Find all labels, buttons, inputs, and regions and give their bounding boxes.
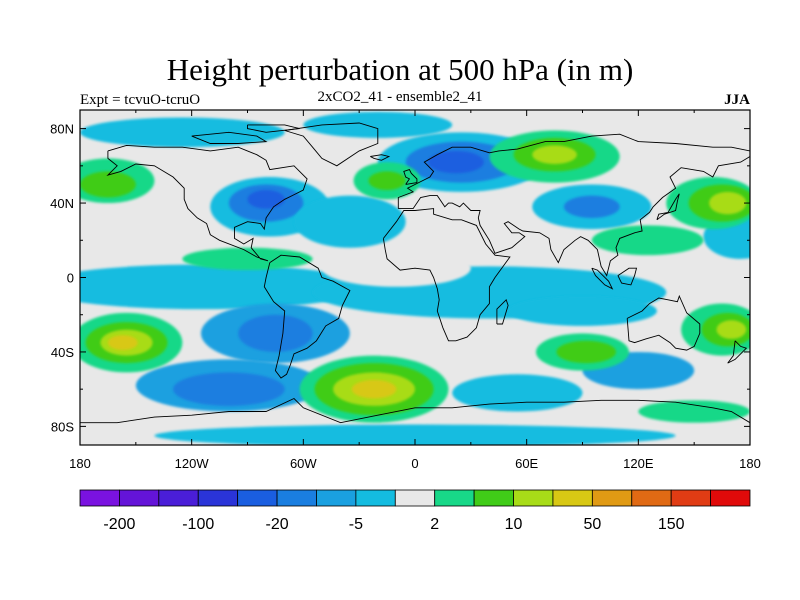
colorbar-box-7 xyxy=(355,489,396,507)
coastline-10 xyxy=(617,267,638,286)
coastline-6 xyxy=(626,294,701,351)
coastlines xyxy=(80,122,750,424)
coastline-15 xyxy=(247,124,300,133)
x-tick-label: 0 xyxy=(411,456,418,471)
contour-region-12 xyxy=(80,264,369,310)
contour-region-21 xyxy=(154,424,676,445)
colorbar-label: -100 xyxy=(182,516,214,533)
y-tick-label: 40N xyxy=(50,196,74,211)
contour-region-28 xyxy=(532,145,577,164)
ensemble-label: 2xCO2_41 - ensemble2_41 xyxy=(317,89,483,105)
contour-region-40 xyxy=(716,320,747,339)
coastline-4 xyxy=(397,133,750,277)
colorbar-box-12 xyxy=(552,489,593,507)
y-tick-label: 40S xyxy=(51,345,74,360)
colorbar-label: 2 xyxy=(430,516,439,533)
contour-region-4 xyxy=(428,150,484,174)
season-label: JJA xyxy=(724,92,750,108)
contour-region-33 xyxy=(182,247,313,271)
colorbar-label: -200 xyxy=(103,516,135,533)
colorbar-label: -5 xyxy=(349,516,363,533)
contour-region-25 xyxy=(368,171,406,191)
colorbar-box-0 xyxy=(79,489,120,507)
coastline-13 xyxy=(370,154,391,161)
y-axis: 80N 40N 0 40S 80S xyxy=(50,122,750,434)
coastline-3 xyxy=(382,208,511,342)
contour-region-23 xyxy=(80,171,136,198)
coastline-0 xyxy=(106,144,308,262)
colorbar-box-9 xyxy=(434,489,475,507)
map-title: Height perturbation at 500 hPa (in m) xyxy=(166,52,634,87)
contour-region-0 xyxy=(80,117,285,148)
contour-region-44 xyxy=(351,379,397,399)
x-tick-label: 60E xyxy=(515,456,538,471)
contour-region-32 xyxy=(591,225,704,256)
x-tick-label: 180 xyxy=(739,456,761,471)
colorbar-box-4 xyxy=(237,489,278,507)
colorbar-box-16 xyxy=(710,489,751,507)
colorbar: -200 -100 -20 -5 2 10 50 150 xyxy=(79,489,751,533)
colorbar-box-5 xyxy=(276,489,317,507)
colorbar-box-14 xyxy=(631,489,672,507)
x-tick-label: 120W xyxy=(175,456,210,471)
experiment-label: Expt = tcvuO-tcruO xyxy=(80,92,201,108)
coastline-11 xyxy=(591,267,614,290)
coastline-8 xyxy=(496,298,509,325)
coastline-5 xyxy=(403,169,418,185)
colorbar-box-2 xyxy=(158,489,199,507)
colorbar-box-15 xyxy=(670,489,711,507)
contour-region-7 xyxy=(247,190,285,209)
coastline-7 xyxy=(80,397,750,424)
y-tick-label: 80N xyxy=(50,122,74,137)
coastline-12 xyxy=(727,340,748,364)
x-tick-label: 120E xyxy=(623,456,654,471)
contour-region-10 xyxy=(563,195,620,218)
colorbar-box-1 xyxy=(119,489,160,507)
contour-region-20 xyxy=(173,372,285,406)
colorbar-box-6 xyxy=(316,489,357,507)
colorbar-box-13 xyxy=(591,489,633,507)
colorbar-label: 50 xyxy=(583,516,601,533)
contour-region-1 xyxy=(303,111,453,138)
colorbar-label: 150 xyxy=(658,516,685,533)
colorbar-box-8 xyxy=(394,489,436,507)
coastline-14 xyxy=(191,131,268,144)
x-tick-label: 60W xyxy=(290,456,317,471)
coastline-2 xyxy=(263,254,351,379)
y-tick-label: 0 xyxy=(67,271,74,286)
contour-region-47 xyxy=(638,400,750,423)
coastline-9 xyxy=(656,193,680,221)
contour-region-31 xyxy=(709,191,747,215)
contour-region-8 xyxy=(294,195,406,248)
colorbar-label: 10 xyxy=(505,516,523,533)
contour-region-48 xyxy=(321,249,471,287)
coastline-1 xyxy=(284,122,379,167)
colorbar-label: -20 xyxy=(265,516,288,533)
x-tick-label: 180 xyxy=(69,456,91,471)
y-tick-label: 80S xyxy=(51,419,74,434)
contour-region-15 xyxy=(238,314,313,352)
colorbar-box-11 xyxy=(513,489,554,507)
contour-region-46 xyxy=(556,340,616,364)
colorbar-box-3 xyxy=(197,489,239,507)
contour-fields xyxy=(80,111,750,445)
contour-region-16 xyxy=(508,296,657,326)
colorbar-box-10 xyxy=(473,489,514,507)
x-axis: 180 120W 60W 0 60E 120E 180 xyxy=(69,110,761,471)
contour-region-37 xyxy=(107,335,138,351)
